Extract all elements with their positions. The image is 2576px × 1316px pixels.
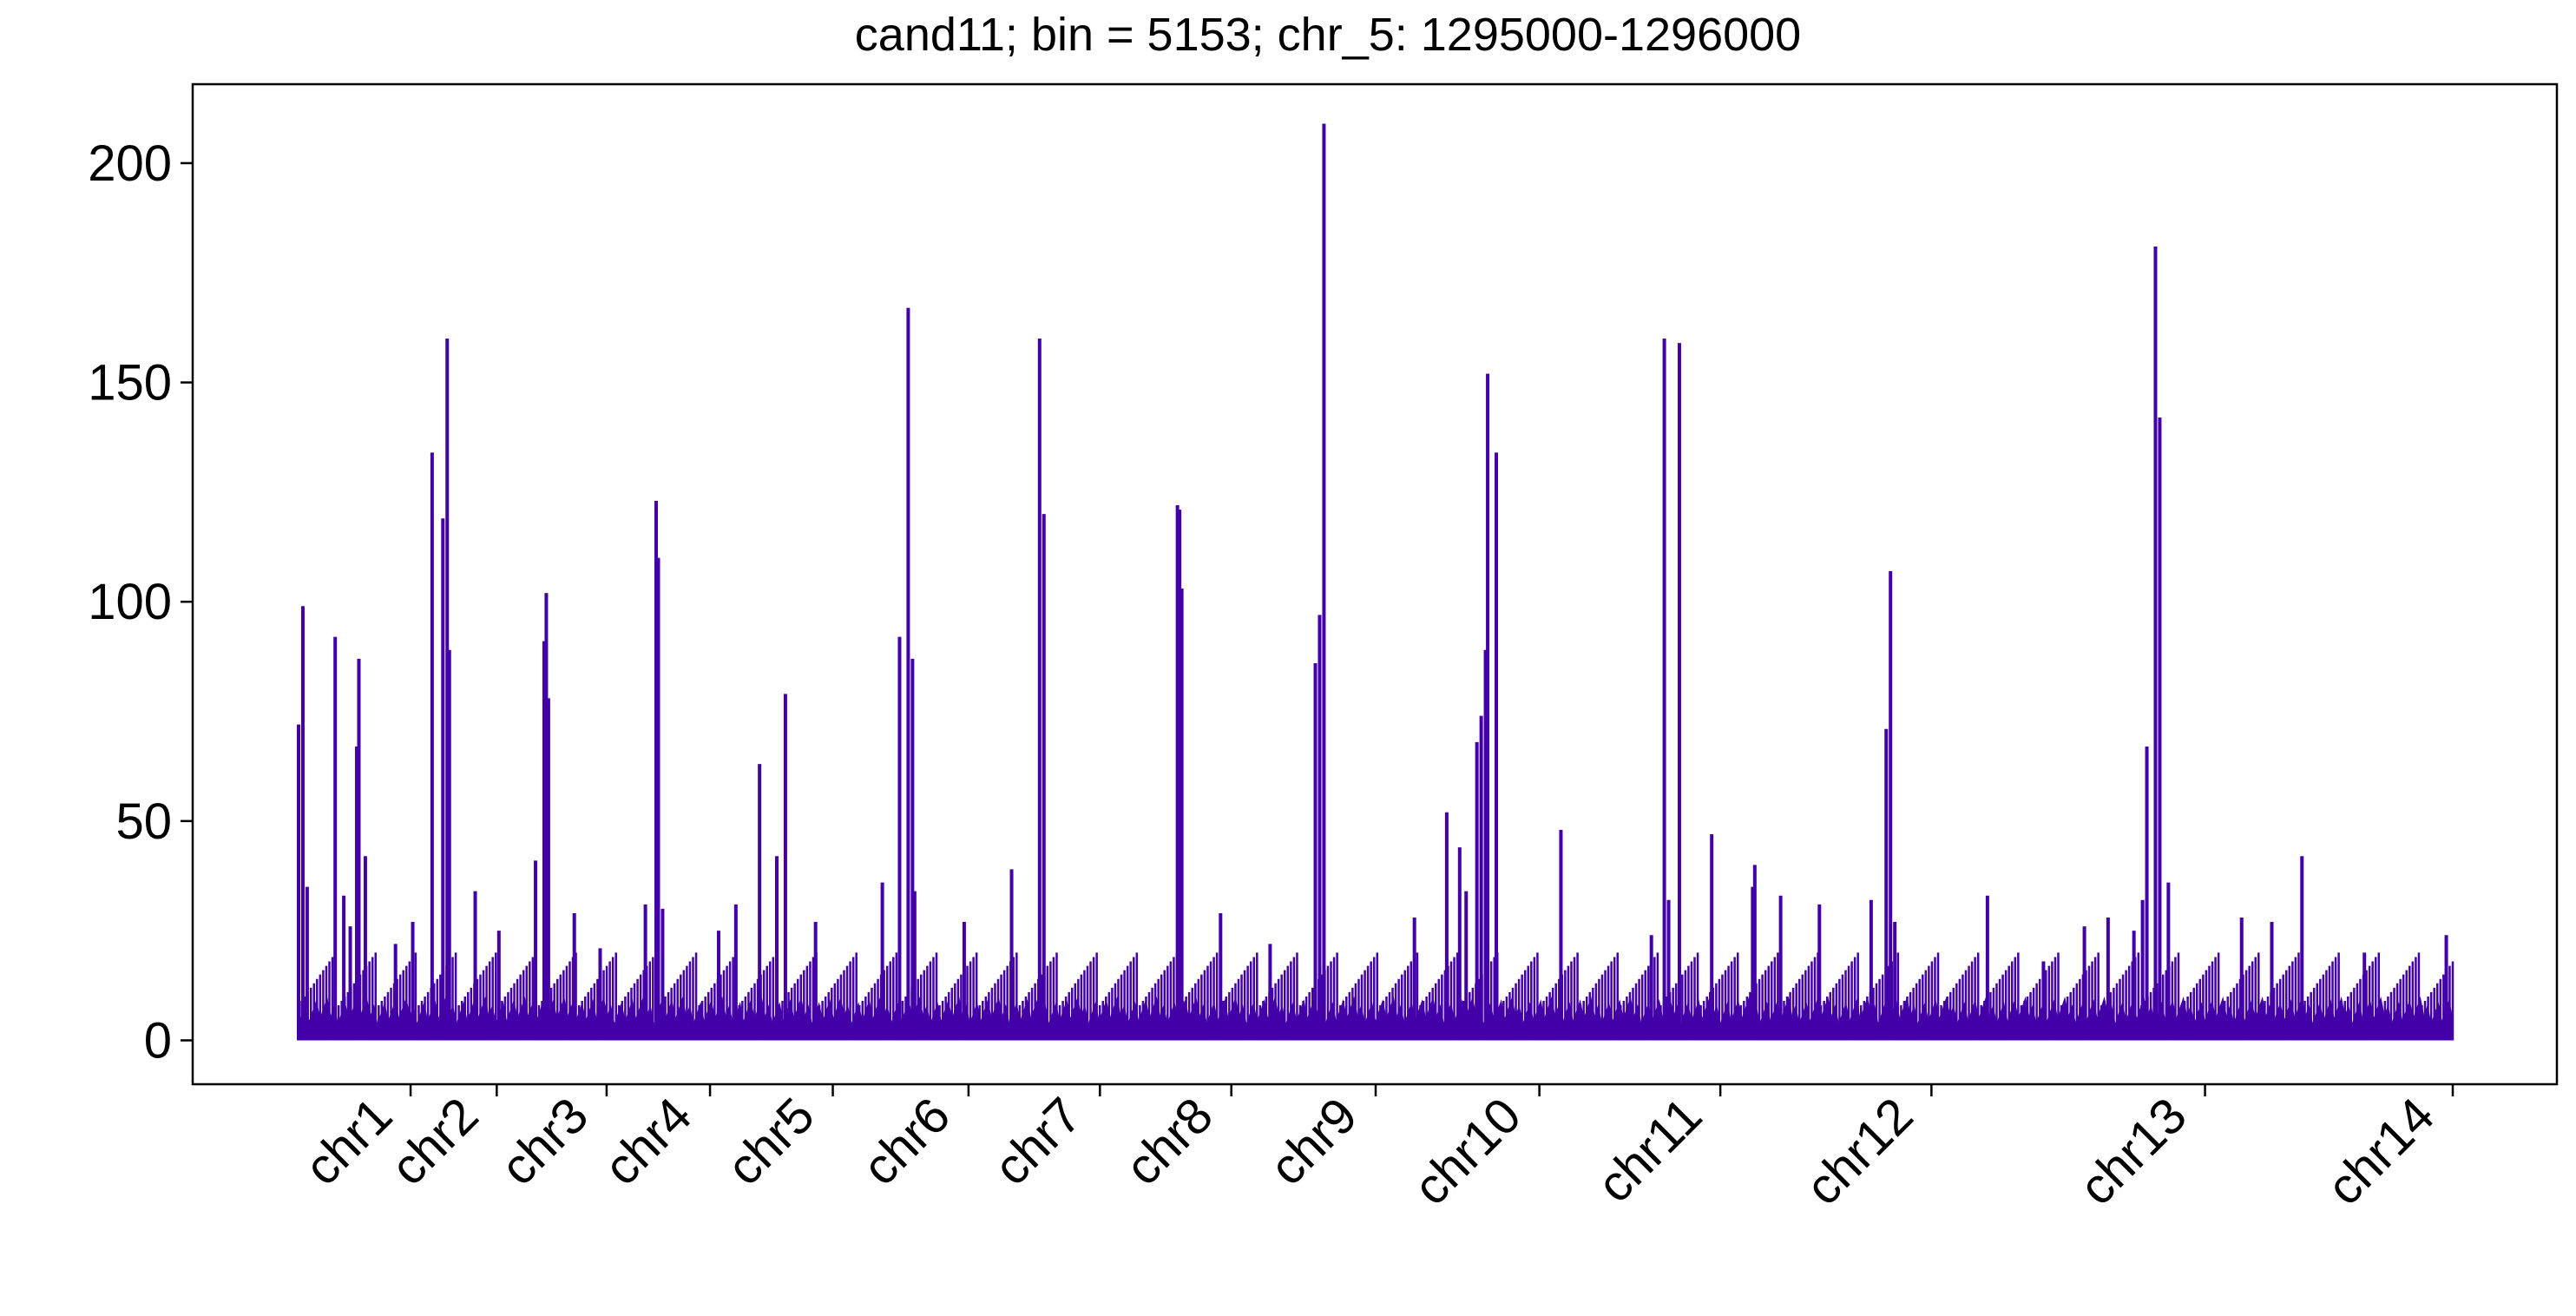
y-tick-label: 0	[144, 1012, 172, 1069]
plot-area	[191, 82, 2559, 1086]
x-tick-label: chr9	[1258, 1087, 1368, 1196]
x-tick-label: chr14	[2316, 1087, 2446, 1216]
x-tick-label: chr5	[716, 1087, 825, 1196]
x-tick-label: chr7	[983, 1087, 1093, 1196]
y-tick-label: 100	[88, 574, 172, 630]
x-tick-label: chr13	[2068, 1087, 2198, 1216]
x-tick-label: chr8	[1114, 1087, 1224, 1196]
x-tick-label: chr4	[594, 1087, 703, 1196]
x-tick-label: chr1	[294, 1087, 404, 1196]
chart-title: cand11; bin = 5153; chr_5: 1295000-12960…	[855, 9, 1801, 61]
y-tick-label: 50	[115, 793, 172, 850]
signal-peaks	[297, 123, 2454, 1041]
y-axis: 0 50 100 150 200	[88, 135, 193, 1069]
x-tick-label: chr12	[1795, 1087, 1924, 1216]
x-tick-label: chr3	[490, 1087, 599, 1196]
x-tick-label: chr10	[1403, 1087, 1532, 1216]
x-tick-label: chr11	[1587, 1087, 1713, 1214]
x-tick-label: chr6	[851, 1087, 961, 1196]
y-tick-label: 200	[88, 135, 172, 192]
x-tick-label: chr2	[380, 1087, 490, 1196]
y-tick-label: 150	[88, 355, 172, 411]
